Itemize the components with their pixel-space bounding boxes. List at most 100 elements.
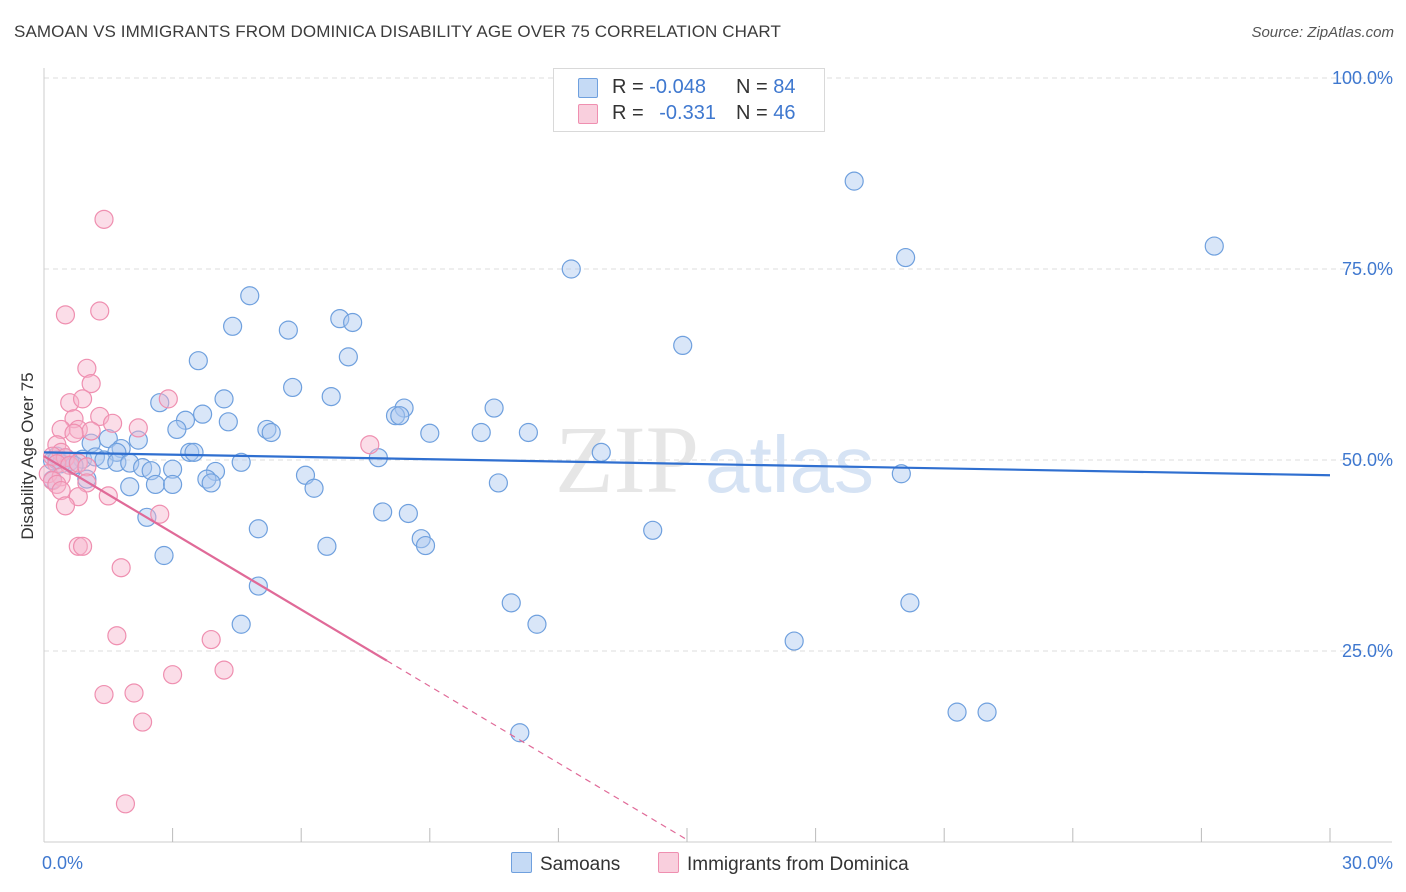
dominica-point <box>64 409 84 429</box>
samoans-point <box>471 422 491 443</box>
y-tick-label: 50.0% <box>1342 450 1393 470</box>
source-label: Source: ZipAtlas.com <box>1251 24 1394 41</box>
dominica-point <box>94 209 114 229</box>
legend-r-value-samoans: -0.048 <box>649 76 706 98</box>
dominica-point <box>77 457 97 477</box>
samoans-point <box>385 406 406 426</box>
legend-r-label: R = <box>612 76 650 98</box>
samoans-point <box>120 477 140 497</box>
trend-lines <box>43 451 1331 841</box>
dominica-point <box>124 683 144 703</box>
samoans-point <box>900 593 920 613</box>
samoans-point <box>947 702 967 722</box>
samoans-point <box>488 473 508 493</box>
samoans-point <box>891 464 911 484</box>
dominica-point <box>72 389 93 409</box>
samoans-point <box>231 614 251 634</box>
dominica-point <box>115 794 136 814</box>
dominica-point <box>51 419 71 440</box>
samoans-trend-line <box>43 451 1331 477</box>
dominica-point <box>68 536 88 556</box>
legend-r-value-dominica: -0.331 <box>659 102 716 124</box>
dominica-point <box>77 358 97 378</box>
samoans-point <box>163 474 183 495</box>
samoans-point <box>240 286 260 306</box>
samoans-point <box>193 404 213 424</box>
dominica-point <box>132 712 153 732</box>
legend-n-label: N = <box>736 102 774 124</box>
dominica-point <box>150 504 170 524</box>
samoans-point <box>784 631 804 651</box>
y-axis-label: Disability Age Over 75 <box>18 372 37 539</box>
legend-swatch-dominica <box>658 852 679 873</box>
samoans-point <box>154 545 174 566</box>
samoans-point <box>231 452 251 472</box>
dominica-trend-line-extension <box>386 660 688 841</box>
samoans-point <box>977 702 997 722</box>
samoans-point <box>518 422 538 443</box>
dominica-point <box>55 496 76 516</box>
samoans-point <box>214 389 234 409</box>
samoans-point <box>415 535 436 556</box>
legend-label-samoans: Samoans <box>540 854 621 875</box>
dominica-point <box>81 421 101 441</box>
samoans-point <box>591 442 611 462</box>
samoans-point <box>167 419 187 440</box>
samoans-point <box>218 412 238 432</box>
gridlines <box>44 77 1392 652</box>
samoans-point <box>184 442 204 462</box>
legend-item-samoans: Samoans <box>511 852 620 876</box>
dominica-point <box>51 480 71 501</box>
samoans-point <box>484 398 504 418</box>
samoans-point <box>304 478 324 498</box>
legend-n-label: N = <box>736 76 774 98</box>
samoans-point <box>398 503 418 524</box>
x-tick-label: 30.0% <box>1342 853 1393 873</box>
samoans-point <box>501 593 521 613</box>
watermark-zip: ZIP <box>555 406 699 513</box>
samoans-point <box>330 309 350 329</box>
dominica-point <box>201 629 221 650</box>
legend-label-dominica: Immigrants from Dominica <box>687 854 909 875</box>
dominica-point <box>163 665 183 685</box>
dominica-point <box>102 413 123 433</box>
dominica-point <box>90 301 110 321</box>
samoans-point <box>145 474 166 495</box>
dominica-point <box>81 374 101 394</box>
dominica-point <box>94 684 114 705</box>
dominica-trend-line <box>43 455 388 662</box>
samoans-point <box>201 473 221 493</box>
dominica-point <box>360 435 380 455</box>
dominica-point <box>128 418 148 438</box>
samoans-point <box>317 536 337 556</box>
legend-swatch-samoans <box>511 852 532 873</box>
samoans-point <box>188 351 208 371</box>
samoans-point <box>844 171 864 191</box>
samoans-point <box>643 520 663 540</box>
samoans-point <box>278 320 298 340</box>
samoans-point <box>283 377 303 398</box>
axis-labels: 25.0% 50.0% 75.0% 100.0% 0.0% 30.0% Disability… <box>18 68 1393 873</box>
legend-r-label: R = <box>612 102 650 124</box>
dominica-point <box>55 305 76 325</box>
dominica-point <box>158 389 178 409</box>
y-tick-label: 100.0% <box>1332 68 1393 88</box>
samoans-point <box>896 247 916 268</box>
legend-swatch-dominica <box>578 104 598 124</box>
legend-swatch-samoans <box>578 78 598 98</box>
samoans-point <box>373 502 393 522</box>
samoans-point <box>527 614 547 634</box>
samoans-point <box>343 312 363 333</box>
samoans-point <box>261 422 281 443</box>
watermark: ZIP atlas <box>555 406 874 513</box>
samoans-point <box>248 519 268 539</box>
samoans-point <box>1204 236 1224 256</box>
y-tick-label: 25.0% <box>1342 641 1393 661</box>
dominica-point <box>111 558 131 578</box>
samoans-point <box>420 423 440 443</box>
dominica-point <box>214 660 234 680</box>
legend-n-value-samoans: 84 <box>773 76 796 98</box>
dominica-point <box>60 393 80 413</box>
samoans-point <box>510 723 530 743</box>
